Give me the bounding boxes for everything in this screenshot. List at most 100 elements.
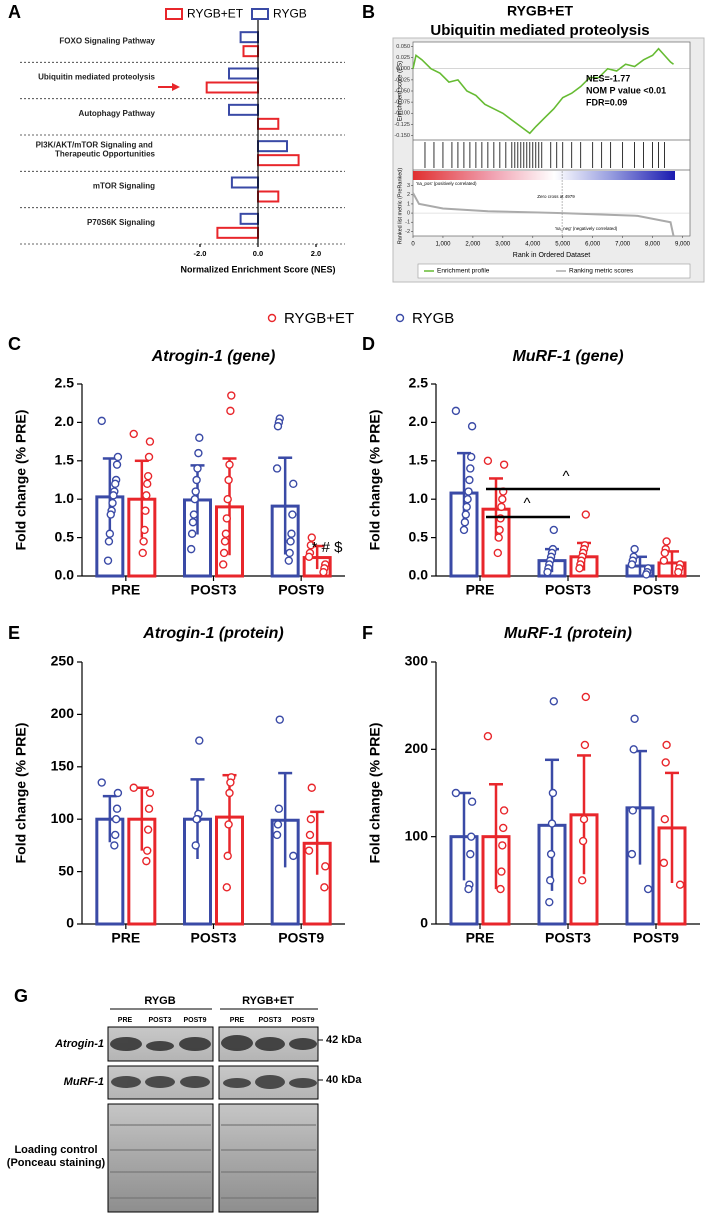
group-label: RYGB: [144, 995, 175, 1007]
data-point: [660, 548, 669, 558]
loading-label: Loading control: [14, 1144, 97, 1156]
annotation: NOM P value <0.01: [586, 85, 666, 95]
data-point: [220, 537, 230, 546]
x-tick-label: -2.0: [194, 249, 207, 258]
y-tick-label: 1.5: [409, 452, 429, 468]
band: [289, 1038, 317, 1050]
data-point: [143, 825, 153, 834]
data-point: [138, 548, 147, 558]
data-point: [304, 552, 314, 561]
data-point: [304, 846, 314, 855]
row-label: Atrogin-1: [54, 1038, 104, 1050]
bar: [239, 31, 260, 44]
category-label: Ubiquitin mediated proteolysis: [38, 73, 155, 82]
data-point: [499, 460, 509, 469]
data-point: [496, 884, 505, 894]
data-point: [464, 487, 473, 496]
panel-letter: C: [8, 334, 21, 354]
panel-letter: E: [8, 623, 20, 643]
data-point: [319, 567, 328, 577]
rank-gradient: [413, 171, 675, 180]
data-point: [129, 429, 138, 439]
data-point: [660, 815, 669, 824]
annotation: 'na_pos' (positively correlated): [416, 181, 477, 186]
x-tick-label: 1,000: [435, 242, 451, 248]
band: [255, 1037, 285, 1051]
data-point: [543, 567, 552, 577]
y-tick-label: 0.0: [55, 567, 75, 583]
data-point: [195, 433, 204, 442]
data-point: [581, 510, 590, 519]
data-point: [662, 740, 671, 750]
panel-letter: D: [362, 334, 375, 354]
data-point: [462, 502, 471, 512]
band: [255, 1075, 285, 1089]
bar: [230, 176, 259, 189]
data-point: [225, 788, 234, 798]
data-point: [661, 758, 670, 767]
data-point: [112, 804, 122, 813]
y-tick-label: 200: [51, 705, 75, 721]
lane-label: PRE: [118, 1017, 133, 1024]
x-tick-label: 4,000: [525, 242, 541, 248]
data-point: [110, 841, 119, 850]
lane-label: PRE: [230, 1017, 245, 1024]
y-tick-label: 100: [51, 810, 75, 826]
data-point: [662, 537, 671, 546]
data-point: [305, 830, 315, 840]
chart-title: Atrogin-1 (protein): [142, 625, 283, 642]
metric-line: [412, 192, 675, 237]
data-point: [192, 815, 201, 824]
x-tick-label: 7,000: [615, 242, 631, 248]
x-axis-label: Normalized Enrichment Score (NES): [180, 264, 335, 274]
y-tick-label: 200: [405, 740, 429, 756]
y-tick-label: 0: [420, 915, 428, 931]
data-point: [578, 836, 588, 846]
legend-marker: [395, 313, 405, 323]
y-tick-label: 300: [405, 653, 429, 669]
bar: [216, 226, 259, 239]
group-label: RYGB+ET: [242, 995, 294, 1007]
chart-title: MuRF-1 (protein): [504, 625, 632, 642]
data-point: [227, 391, 236, 400]
ponceau-box: [107, 1103, 214, 1213]
data-point: [286, 537, 295, 546]
data-point: [674, 567, 683, 577]
data-point: [192, 475, 201, 485]
data-point: [189, 510, 199, 519]
size-label: 42 kDa: [326, 1034, 362, 1046]
band: [180, 1076, 210, 1088]
y-tick-label: -0.150: [394, 133, 410, 139]
data-point: [273, 820, 283, 829]
y-axis-label: Fold change (% PRE): [13, 723, 29, 864]
y-tick-label: 2.0: [409, 413, 429, 429]
bar: [183, 817, 212, 926]
y-tick-label: 150: [51, 758, 75, 774]
data-point: [223, 851, 232, 861]
annotation: * # $: [312, 539, 344, 556]
data-point: [222, 514, 232, 523]
x-axis-label: Rank in Ordered Dataset: [513, 252, 590, 259]
y-tick-label: -0.050: [394, 88, 410, 94]
legend-swatch: [165, 8, 183, 20]
x-tick-label: POST9: [278, 582, 324, 598]
annotation: ^: [523, 495, 530, 512]
data-point: [643, 884, 653, 894]
data-point: [190, 495, 200, 504]
data-point: [224, 475, 233, 485]
bands: [111, 1075, 317, 1089]
y-tick-label: 1.0: [409, 490, 429, 506]
data-point: [188, 518, 198, 527]
data-point: [659, 858, 669, 868]
data-point: [499, 823, 508, 833]
legend-label: Ranking metric scores: [569, 268, 634, 275]
bar: [205, 81, 259, 94]
category-label: Autophagy Pathway: [79, 109, 156, 118]
data-point: [627, 849, 637, 859]
x-tick-label: POST3: [191, 930, 237, 946]
data-point: [103, 556, 113, 565]
data-point: [497, 867, 506, 876]
data-point: [111, 830, 120, 840]
y2-tick-label: 1: [407, 201, 410, 207]
